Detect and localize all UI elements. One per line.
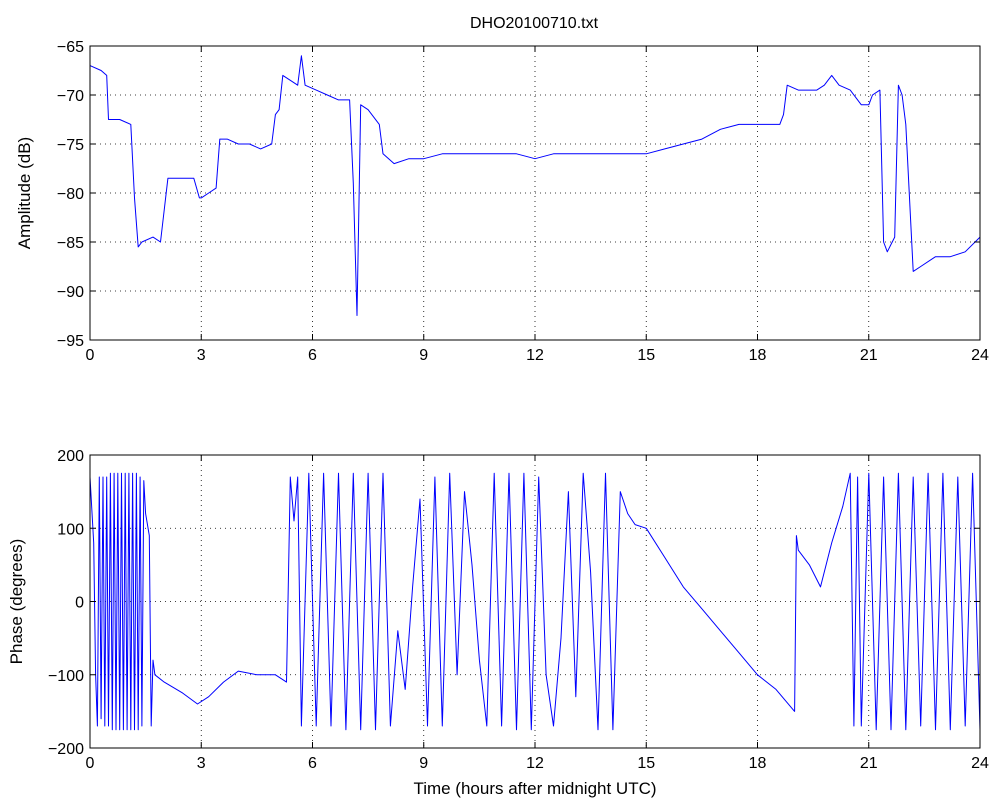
phase-xtick-label: 24: [971, 755, 989, 772]
phase-xtick-label: 3: [197, 755, 206, 772]
phase-ytick-label: −100: [48, 668, 84, 685]
amplitude-xtick-label: 18: [749, 347, 767, 364]
amplitude-xtick-label: 9: [419, 347, 428, 364]
amplitude-xtick-label: 12: [526, 347, 544, 364]
amplitude-xtick-label: 6: [308, 347, 317, 364]
phase-xtick-label: 9: [419, 755, 428, 772]
phase-ytick-label: 200: [57, 448, 84, 465]
phase-xtick-label: 15: [637, 755, 655, 772]
amplitude-xtick-label: 24: [971, 347, 989, 364]
phase-xtick-label: 18: [749, 755, 767, 772]
amplitude-ytick-label: −75: [57, 137, 84, 154]
phase-ylabel: Phase (degrees): [7, 539, 26, 665]
amplitude-ytick-label: −80: [57, 186, 84, 203]
amplitude-plot: 0 3 6 9 12 15 18 21 24 −95 −90 −85 −80 −75 −70 −65 Ampli…: [15, 39, 989, 364]
phase-series-line: [89, 472, 981, 731]
amplitude-ytick-label: −70: [57, 88, 84, 105]
amplitude-ytick-label: −90: [57, 284, 84, 301]
amplitude-ylabel: Amplitude (dB): [15, 137, 34, 249]
chart-title: DHO20100710.txt: [470, 15, 599, 32]
amplitude-xtick-label: 21: [860, 347, 878, 364]
amplitude-series-line: [89, 55, 981, 316]
phase-ytick-label: 100: [57, 521, 84, 538]
phase-xtick-label: 12: [526, 755, 544, 772]
amplitude-xtick-label: 0: [86, 347, 95, 364]
phase-xtick-label: 0: [86, 755, 95, 772]
amplitude-xtick-label: 3: [197, 347, 206, 364]
amplitude-ytick-label: −95: [57, 333, 84, 350]
phase-xlabel: Time (hours after midnight UTC): [413, 779, 656, 798]
phase-plot: 0 3 6 9 12 15 18 21 24 −200 −100 0 100 200 Phase (degr…: [7, 448, 989, 798]
amplitude-xtick-label: 15: [637, 347, 655, 364]
amplitude-ytick-label: −65: [57, 39, 84, 56]
phase-ytick-label: −200: [48, 741, 84, 758]
amplitude-ytick-label: −85: [57, 235, 84, 252]
phase-xtick-label: 6: [308, 755, 317, 772]
phase-xtick-label: 21: [860, 755, 878, 772]
phase-ytick-label: 0: [75, 595, 84, 612]
